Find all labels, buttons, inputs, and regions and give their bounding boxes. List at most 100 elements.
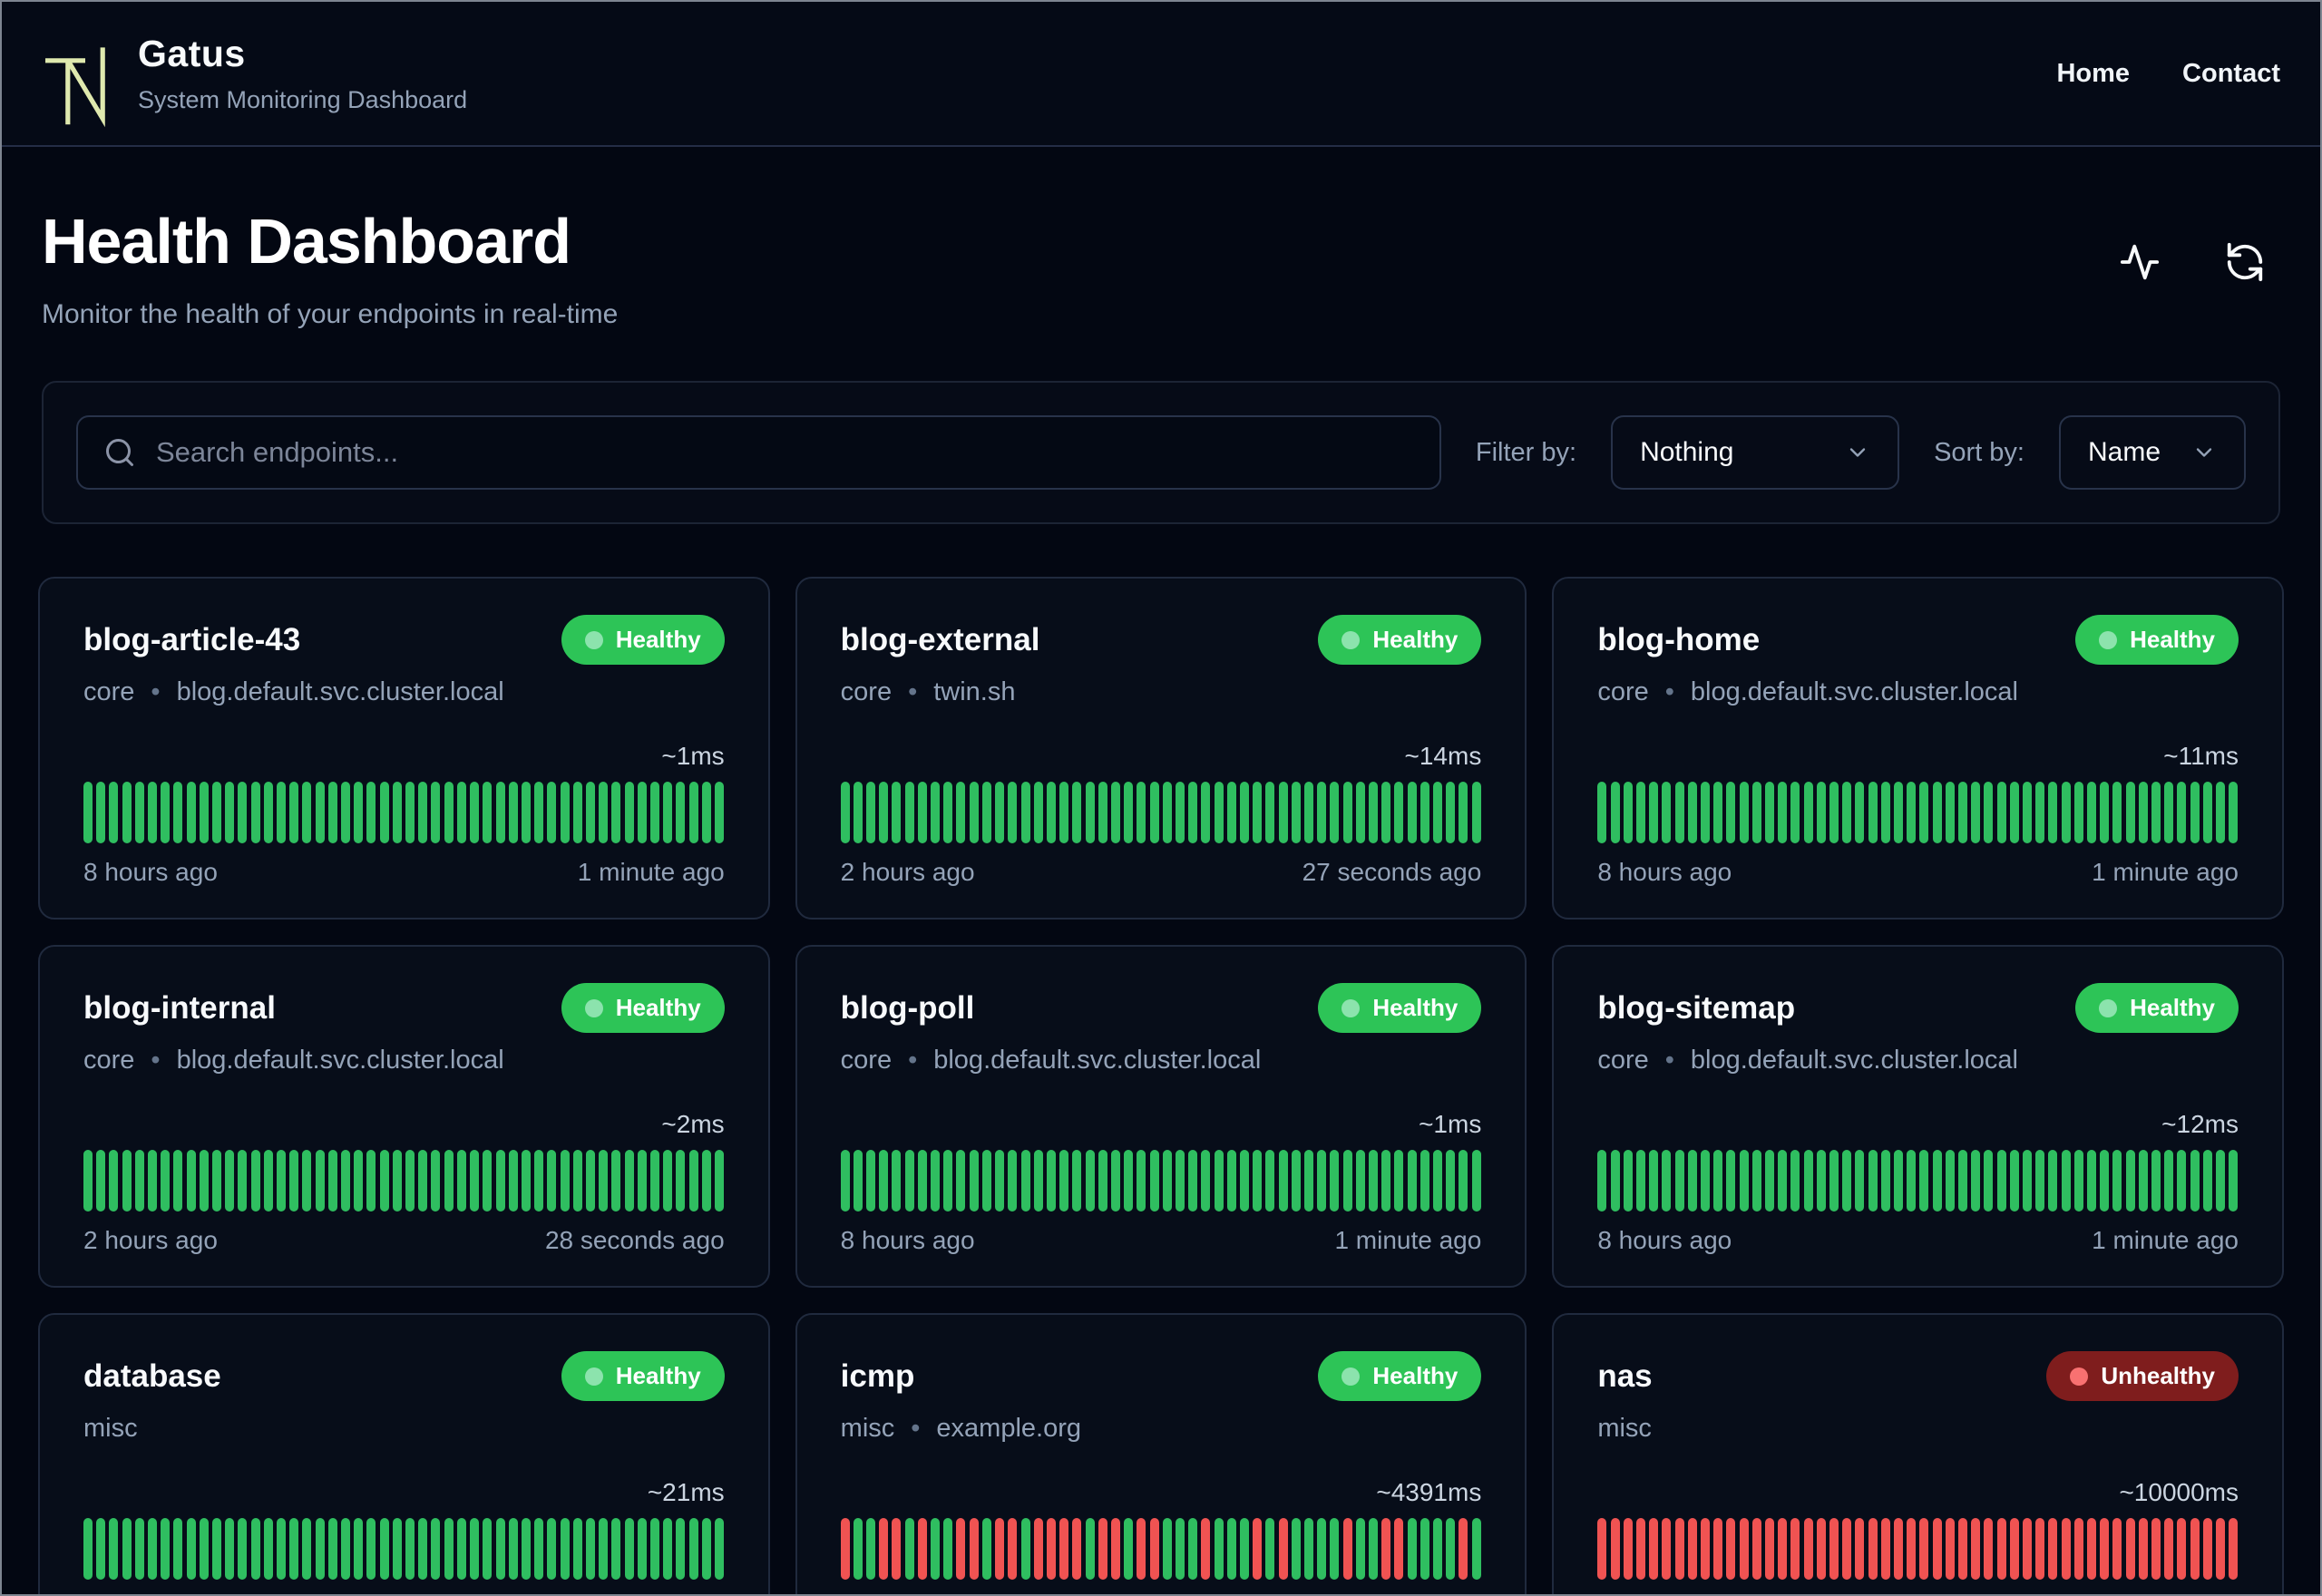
- uptime-bar-success: [341, 782, 351, 843]
- uptime-bar-success: [1459, 1150, 1468, 1212]
- nav-link-contact[interactable]: Contact: [2182, 58, 2280, 88]
- uptime-bar-success: [1751, 782, 1761, 843]
- uptime-bar-success: [637, 1518, 647, 1580]
- uptime-bar-success: [611, 1150, 621, 1212]
- top-navigation-bar: Gatus System Monitoring Dashboard Home C…: [2, 2, 2320, 147]
- uptime-bar-success: [1623, 782, 1633, 843]
- uptime-bar-failure: [1996, 1518, 2006, 1580]
- uptime-bar-success: [701, 782, 711, 843]
- uptime-bar-failure: [1623, 1518, 1633, 1580]
- uptime-bar-failure: [1649, 1518, 1659, 1580]
- uptime-bar-success: [354, 1518, 364, 1580]
- uptime-bar-success: [495, 1518, 505, 1580]
- endpoint-host: blog.default.svc.cluster.local: [1690, 1046, 2018, 1075]
- endpoint-meta: misc • example.org: [841, 1414, 1482, 1444]
- filter-select[interactable]: Nothing: [1611, 415, 1900, 490]
- uptime-bar-success: [289, 1150, 299, 1212]
- uptime-bar-failure: [1932, 1518, 1942, 1580]
- endpoint-group: core: [83, 677, 135, 706]
- endpoint-card-header: blog-sitemap Healthy: [1597, 983, 2239, 1033]
- brand-logo-tn-icon: [42, 36, 114, 131]
- uptime-bar-success: [649, 1150, 659, 1212]
- endpoint-card[interactable]: icmp Healthy misc • example.org ~4391ms …: [795, 1313, 1527, 1594]
- uptime-bar-success: [1265, 1150, 1275, 1212]
- status-badge: Healthy: [1318, 615, 1482, 665]
- uptime-bar-success: [250, 782, 260, 843]
- uptime-bar-success: [1253, 782, 1263, 843]
- uptime-bar-success: [83, 782, 93, 843]
- activity-pulse-icon[interactable]: [2119, 241, 2161, 283]
- endpoint-host: blog.default.svc.cluster.local: [1690, 677, 2018, 706]
- uptime-bar-success: [83, 1518, 93, 1580]
- uptime-bar-failure: [1635, 1518, 1645, 1580]
- uptime-bar-success: [405, 782, 415, 843]
- endpoint-card[interactable]: database Healthy misc ~21ms 8 hours ago …: [38, 1313, 770, 1594]
- uptime-bar-success: [904, 1518, 914, 1580]
- uptime-bar-success: [2023, 1150, 2033, 1212]
- sort-select[interactable]: Name: [2059, 415, 2246, 490]
- uptime-bar-success: [418, 1150, 428, 1212]
- uptime-bar-success: [1342, 782, 1352, 843]
- endpoint-card-header: database Healthy: [83, 1351, 725, 1401]
- uptime-bar-success: [1394, 782, 1404, 843]
- uptime-bar-success: [456, 782, 466, 843]
- endpoint-card[interactable]: blog-poll Healthy core • blog.default.sv…: [795, 945, 1527, 1288]
- latency-value: ~10000ms: [2119, 1478, 2239, 1506]
- uptime-bar-success: [1330, 1518, 1340, 1580]
- uptime-bar-success: [1971, 782, 1981, 843]
- uptime-bar-success: [1433, 1150, 1442, 1212]
- nav-link-home[interactable]: Home: [2056, 58, 2131, 88]
- uptime-bar-success: [701, 1150, 711, 1212]
- uptime-bar-success: [1433, 1518, 1442, 1580]
- uptime-bar-success: [134, 782, 144, 843]
- endpoint-card[interactable]: blog-external Healthy core • twin.sh ~14…: [795, 577, 1527, 920]
- latency-value: ~14ms: [1404, 742, 1482, 770]
- uptime-bar-success: [148, 1150, 158, 1212]
- uptime-bar-failure: [2202, 1518, 2212, 1580]
- uptime-bar-success: [1355, 782, 1365, 843]
- uptime-bar-success: [688, 1518, 698, 1580]
- uptime-bar-success: [1829, 782, 1839, 843]
- uptime-bar-success: [2164, 782, 2174, 843]
- uptime-bar-success: [1214, 1518, 1224, 1580]
- uptime-bar-success: [289, 782, 299, 843]
- status-badge: Healthy: [561, 983, 725, 1033]
- uptime-bar-success: [418, 782, 428, 843]
- uptime-bar-failure: [2125, 1518, 2135, 1580]
- uptime-bar-success: [238, 1518, 248, 1580]
- uptime-bar-success: [1790, 782, 1800, 843]
- uptime-bar-success: [866, 1518, 876, 1580]
- endpoint-card[interactable]: blog-article-43 Healthy core • blog.defa…: [38, 577, 770, 920]
- endpoint-host: twin.sh: [933, 677, 1016, 706]
- endpoint-card[interactable]: nas Unhealthy misc ~10000ms 8 hours ago …: [1552, 1313, 2284, 1594]
- uptime-bar-success: [1971, 1150, 1981, 1212]
- uptime-bar-success: [611, 1518, 621, 1580]
- uptime-bar-success: [1303, 782, 1313, 843]
- refresh-icon[interactable]: [2224, 241, 2266, 283]
- uptime-bar-success: [289, 1518, 299, 1580]
- uptime-bar-success: [1700, 782, 1710, 843]
- endpoint-card[interactable]: blog-home Healthy core • blog.default.sv…: [1552, 577, 2284, 920]
- endpoint-card[interactable]: blog-sitemap Healthy core • blog.default…: [1552, 945, 2284, 1288]
- sort-select-value: Name: [2088, 437, 2161, 467]
- search-input[interactable]: [156, 436, 1414, 469]
- endpoint-meta: core • blog.default.svc.cluster.local: [1597, 1046, 2239, 1075]
- status-badge: Healthy: [561, 615, 725, 665]
- uptime-bar-success: [853, 1150, 863, 1212]
- uptime-bar-success: [2125, 782, 2135, 843]
- uptime-bar-failure: [1149, 1518, 1159, 1580]
- uptime-bar-success: [263, 782, 273, 843]
- uptime-bar-failure: [1278, 1518, 1288, 1580]
- uptime-bar-success: [943, 1150, 953, 1212]
- uptime-bar-success: [2177, 1150, 2187, 1212]
- uptime-bar-success: [572, 1518, 582, 1580]
- uptime-bar-success: [456, 1518, 466, 1580]
- uptime-bar-success: [956, 1150, 966, 1212]
- uptime-bar-success: [572, 782, 582, 843]
- uptime-bar-success: [508, 782, 518, 843]
- endpoint-card[interactable]: blog-internal Healthy core • blog.defaul…: [38, 945, 770, 1288]
- uptime-bar-failure: [1597, 1518, 1607, 1580]
- uptime-bar-success: [315, 782, 325, 843]
- uptime-bar-success: [1649, 782, 1659, 843]
- uptime-bar-success: [1649, 1150, 1659, 1212]
